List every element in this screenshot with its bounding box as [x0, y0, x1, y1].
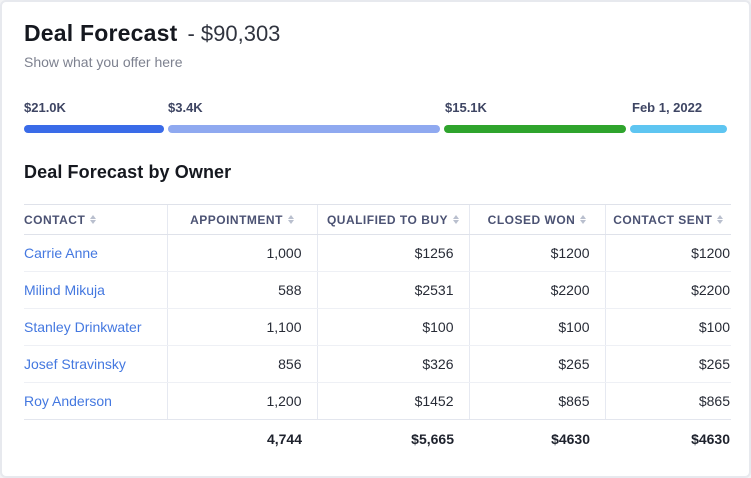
contact-link[interactable]: Josef Stravinsky	[24, 356, 126, 372]
totals-qualified: $5,665	[411, 430, 454, 447]
closed-won-cell: $2200	[468, 271, 605, 309]
column-header-appointment[interactable]: Appointment	[166, 204, 317, 235]
table-row: Milind Mikuja 588 $2531 $2200 $2200	[24, 271, 731, 309]
forecast-amount: - $90,303	[187, 21, 281, 46]
sort-icon[interactable]	[453, 215, 460, 224]
progress-label-4: Feb 1, 2022	[632, 100, 703, 115]
contact-link[interactable]: Roy Anderson	[24, 393, 112, 409]
contact-sent-cell: $265	[604, 345, 731, 383]
progress-segment-3	[444, 125, 626, 133]
totals-empty-cell	[24, 420, 167, 458]
table-row: Stanley Drinkwater 1,100 $100 $100 $100	[24, 308, 731, 346]
table-header-row: Contact Appointment Qualified to Buy Clo…	[24, 204, 731, 235]
table-row: Josef Stravinsky 856 $326 $265 $265	[24, 345, 731, 383]
column-header-qualified-to-buy[interactable]: Qualified to Buy	[316, 204, 469, 235]
qualified-cell: $100	[316, 308, 469, 346]
sort-icon[interactable]	[90, 215, 97, 224]
closed-won-cell: $265	[468, 345, 605, 383]
progress-segment-4	[629, 125, 727, 133]
table-row: Roy Anderson 1,200 $1452 $865 $865	[24, 382, 731, 420]
progress-label-1: $21.0K	[24, 100, 66, 115]
contact-sent-cell: $100	[604, 308, 731, 346]
forecast-table: Contact Appointment Qualified to Buy Clo…	[24, 204, 731, 458]
appointment-cell: 588	[166, 271, 317, 309]
closed-won-cell: $100	[468, 308, 605, 346]
column-header-contact-sent[interactable]: Contact Sent	[604, 204, 731, 235]
sort-icon[interactable]	[717, 215, 724, 224]
forecast-progress-bar	[24, 125, 727, 133]
progress-segment-1	[24, 125, 165, 133]
table-title: Deal Forecast by Owner	[24, 162, 232, 182]
qualified-cell: $1256	[316, 234, 469, 272]
totals-contact-sent: $4630	[691, 430, 730, 447]
closed-won-cell: $1200	[468, 234, 605, 272]
appointment-cell: 1,200	[166, 382, 317, 420]
contact-cell: Stanley Drinkwater	[24, 308, 167, 346]
column-header-closed-won[interactable]: Closed Won	[468, 204, 605, 235]
appointment-cell: 1,100	[166, 308, 317, 346]
column-header-label: Contact Sent	[613, 212, 713, 227]
sort-icon[interactable]	[580, 215, 587, 224]
contact-sent-cell: $2200	[604, 271, 731, 309]
progress-segment-2	[168, 125, 441, 133]
progress-labels: $21.0K $3.4K $15.1K Feb 1, 2022	[24, 100, 727, 116]
column-header-label: Closed Won	[487, 212, 576, 227]
column-header-contact[interactable]: Contact	[24, 204, 167, 235]
page-title: Deal Forecast	[24, 20, 178, 46]
totals-closed-won: $4630	[551, 430, 590, 447]
progress-label-2: $3.4K	[168, 100, 203, 115]
table-totals-row: 4,744 $5,665 $4630 $4630	[24, 420, 731, 458]
qualified-cell: $2531	[316, 271, 469, 309]
contact-link[interactable]: Stanley Drinkwater	[24, 319, 142, 335]
table-row: Carrie Anne 1,000 $1256 $1200 $1200	[24, 234, 731, 272]
contact-sent-cell: $1200	[604, 234, 731, 272]
appointment-cell: 1,000	[166, 234, 317, 272]
qualified-cell: $326	[316, 345, 469, 383]
progress-label-3: $15.1K	[445, 100, 487, 115]
contact-cell: Josef Stravinsky	[24, 345, 167, 383]
column-header-label: Appointment	[190, 212, 283, 227]
column-header-label: Qualified to Buy	[326, 212, 449, 227]
contact-link[interactable]: Carrie Anne	[24, 245, 98, 261]
closed-won-cell: $865	[468, 382, 605, 420]
page-subtitle: Show what you offer here	[24, 54, 183, 70]
column-header-label: Contact	[24, 212, 86, 227]
totals-appointment: 4,744	[266, 430, 302, 447]
qualified-cell: $1452	[316, 382, 469, 420]
contact-cell: Carrie Anne	[24, 234, 167, 272]
contact-link[interactable]: Milind Mikuja	[24, 282, 105, 298]
header: Deal Forecast - $90,303	[24, 18, 727, 49]
sort-icon[interactable]	[287, 215, 294, 224]
contact-sent-cell: $865	[604, 382, 731, 420]
contact-cell: Milind Mikuja	[24, 271, 167, 309]
contact-cell: Roy Anderson	[24, 382, 167, 420]
appointment-cell: 856	[166, 345, 317, 383]
